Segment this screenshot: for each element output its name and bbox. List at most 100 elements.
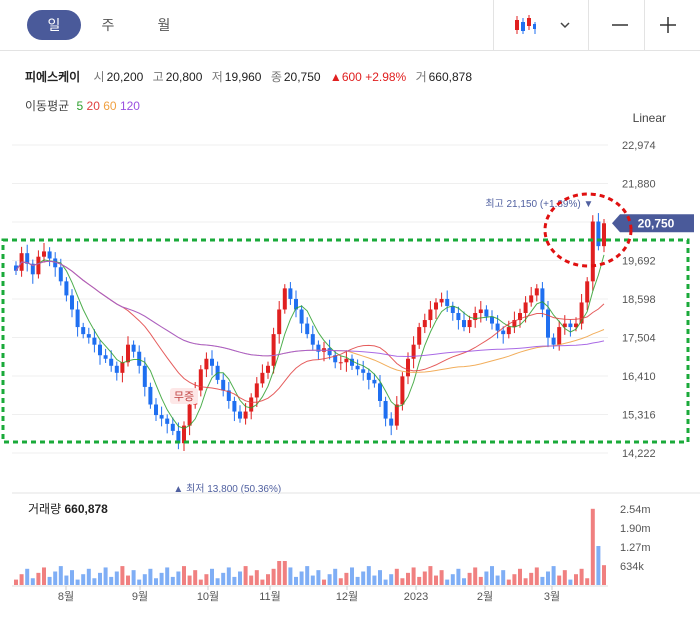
candle-body — [159, 415, 164, 419]
highlight-box — [1, 238, 690, 444]
candlestick-icon[interactable] — [505, 0, 545, 50]
volume-bar — [422, 571, 427, 585]
volume-bar — [210, 568, 214, 585]
candle-body — [42, 251, 46, 257]
volume-bar — [221, 572, 226, 585]
volume-bar — [159, 572, 164, 585]
volume-bar — [562, 570, 567, 585]
volume-bar — [170, 576, 175, 585]
ma-120: 120 — [119, 99, 140, 113]
volume-bar — [557, 575, 562, 585]
date-tick-label: 9월 — [132, 590, 148, 603]
tab-day[interactable]: 일 — [27, 10, 81, 40]
volume-bar — [316, 570, 321, 585]
volume-title: 거래량 660,878 — [28, 500, 108, 517]
volume-bar — [546, 571, 550, 585]
current-price-label: 20,750 — [638, 216, 675, 230]
volume-bar — [534, 567, 539, 585]
candle-body — [450, 305, 455, 314]
volume-bar — [204, 574, 209, 585]
candle-body — [81, 327, 86, 335]
volume-bar — [154, 578, 158, 585]
candle-body — [333, 355, 338, 363]
candle-body — [294, 298, 298, 310]
tab-week[interactable]: 주 — [101, 17, 115, 33]
price-tick-label: 15,316 — [622, 410, 656, 422]
candle-body — [529, 295, 534, 303]
event-badge-label: 무증 — [174, 391, 194, 403]
candle-body — [30, 263, 35, 275]
candle-body — [154, 404, 158, 416]
volume-bar — [590, 508, 595, 585]
candle-body — [540, 288, 545, 310]
volume-label: 거 — [415, 70, 427, 84]
volume-bar — [355, 576, 360, 585]
plus-icon[interactable] — [648, 0, 688, 50]
candle-body — [120, 362, 125, 373]
volume-bar — [277, 561, 282, 585]
candle-body — [344, 358, 349, 363]
volume-bar — [310, 575, 315, 585]
volume-bar — [501, 570, 506, 585]
volume-bar — [299, 571, 304, 585]
candle-body — [428, 309, 433, 321]
price-tick-label: 20,786 — [622, 217, 656, 229]
candle-body — [187, 404, 192, 426]
candle-body — [406, 358, 410, 377]
candle-body — [215, 365, 220, 380]
volume-bar — [70, 570, 74, 585]
ma-label: 이동평균 — [25, 99, 70, 113]
event-badge — [170, 388, 198, 404]
tab-month[interactable]: 월 — [157, 17, 171, 33]
ma-5-line — [15, 254, 605, 429]
volume-bar — [131, 570, 136, 585]
volume-bar — [518, 568, 522, 585]
volume-bar — [540, 576, 545, 585]
candle-body — [193, 390, 198, 405]
candle-body — [506, 327, 511, 335]
volume-bar — [462, 578, 466, 585]
candle-body — [182, 425, 186, 444]
candle-body — [361, 369, 366, 373]
candle-body — [327, 348, 332, 356]
candle-body — [19, 253, 24, 271]
candle-body — [36, 256, 41, 275]
volume-bar — [198, 579, 203, 585]
candle-body — [142, 365, 147, 387]
volume-bar — [523, 578, 528, 585]
volume-bar — [36, 572, 41, 585]
stock-name: 피에스케이 — [25, 70, 81, 84]
candle-body — [484, 309, 489, 317]
volume-bar — [86, 568, 91, 585]
volume-bar — [529, 572, 534, 585]
ma-60-line — [15, 260, 605, 373]
volume-bar — [30, 578, 35, 585]
chevron-down-icon[interactable] — [555, 0, 575, 50]
scale-mode[interactable]: Linear — [632, 111, 666, 125]
candle-body — [512, 320, 517, 328]
volume-bar — [176, 571, 181, 585]
volume-bar — [361, 571, 366, 585]
open-value: 20,200 — [106, 70, 144, 84]
candle-body — [92, 337, 97, 345]
volume-bar — [226, 567, 231, 585]
volume-tick-label: 1.27m — [620, 542, 651, 554]
price-tick-label: 19,692 — [622, 256, 656, 268]
candle-body — [238, 411, 242, 419]
volume-tick-label: 634k — [620, 561, 644, 573]
candle-body — [14, 265, 18, 271]
candle-body — [103, 355, 108, 359]
close-label: 종 — [270, 70, 282, 84]
volume-bar — [114, 571, 119, 585]
highlight-circle — [543, 192, 633, 268]
volume-bar — [596, 546, 601, 585]
volume-bar — [266, 574, 270, 585]
ma-120-line — [15, 260, 605, 358]
candle-body — [534, 288, 539, 296]
volume-bar — [350, 567, 354, 585]
candle-body — [478, 309, 483, 314]
volume-bar — [294, 576, 298, 585]
volume-bar — [602, 565, 606, 585]
minus-icon[interactable] — [600, 0, 640, 50]
candle-body — [585, 281, 590, 303]
